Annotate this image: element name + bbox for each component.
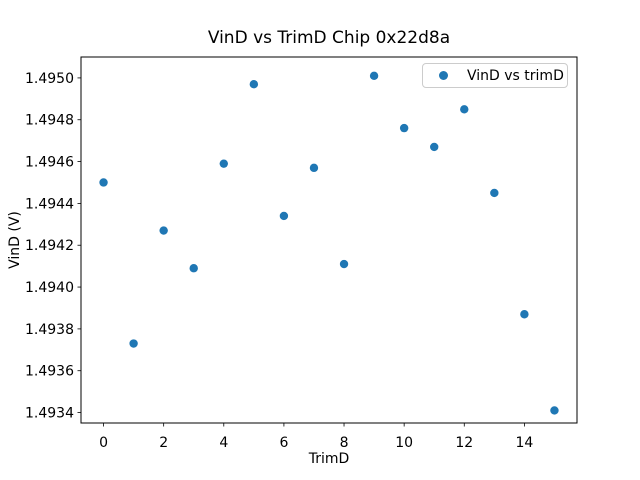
data-point [550, 406, 559, 415]
data-point [189, 264, 198, 273]
data-point [129, 339, 138, 348]
y-tick-label: 1.4938 [25, 322, 74, 338]
data-point [490, 188, 499, 198]
y-tick-label: 1.4950 [25, 71, 74, 87]
data-point [369, 71, 379, 81]
data-point [520, 310, 529, 319]
legend-label: VinD vs trimD [467, 67, 564, 84]
y-tick-label: 1.4942 [25, 238, 74, 254]
data-point [309, 163, 319, 173]
data-point [279, 211, 289, 221]
y-axis-label: VinD (V) [7, 211, 23, 269]
legend: VinD vs trimD [422, 63, 568, 88]
y-tick-label: 1.4946 [25, 155, 74, 171]
x-tick-label: 0 [99, 435, 108, 451]
axes-border [80, 56, 578, 424]
x-tick-label: 14 [515, 435, 533, 451]
x-tick-label: 10 [395, 435, 413, 451]
x-tick-label: 2 [159, 435, 168, 451]
data-point [99, 178, 108, 187]
y-tick-label: 1.4940 [25, 280, 74, 296]
data-point [219, 159, 228, 168]
data-point [430, 142, 439, 152]
data-point [460, 105, 469, 114]
y-tick-label: 1.4936 [25, 364, 74, 380]
legend-marker-icon [439, 71, 448, 80]
x-tick-label: 12 [455, 435, 473, 451]
x-tick-label: 4 [219, 435, 228, 451]
chart-title: VinD vs TrimD Chip 0x22d8a [207, 28, 451, 48]
data-point [249, 79, 259, 89]
x-tick-label: 8 [340, 435, 349, 451]
data-point [159, 226, 168, 235]
data-point [339, 259, 349, 269]
x-tick-label: 6 [279, 435, 288, 451]
y-tick-label: 1.4934 [25, 406, 74, 422]
y-tick-label: 1.4948 [25, 113, 74, 129]
data-point [399, 123, 409, 133]
x-axis-label: TrimD [308, 451, 350, 467]
y-tick-label: 1.4944 [25, 196, 74, 212]
